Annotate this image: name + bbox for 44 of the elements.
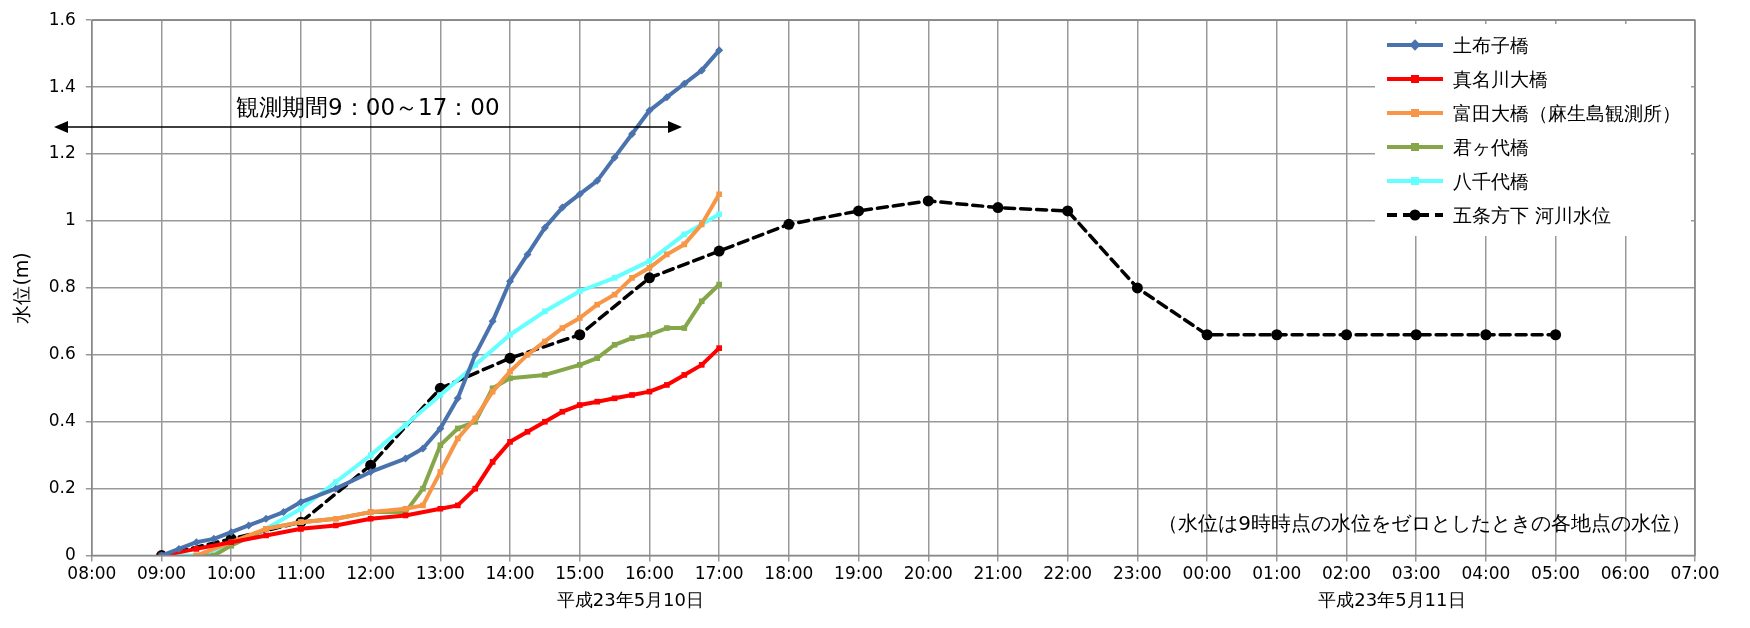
x-tick-label: 23:00	[1112, 563, 1162, 584]
text: 平成23年5月10日	[556, 587, 705, 612]
x-tick-label: 17:00	[694, 563, 744, 584]
y-tick-label: 1	[65, 209, 76, 230]
text: 平成23年5月11日	[1318, 587, 1466, 612]
y-tick-label: 1.2	[48, 142, 76, 163]
x-tick-label: 03:00	[1391, 563, 1441, 584]
x-tick-label: 22:00	[1043, 563, 1093, 584]
y-tick-label: 0	[65, 544, 76, 565]
y-tick-label: 0.6	[48, 343, 76, 364]
x-tick-label: 02:00	[1321, 563, 1371, 584]
x-tick-label: 15:00	[555, 563, 605, 584]
x-tick-label: 12:00	[346, 563, 396, 584]
legend-label: 五条方下 河川水位	[1453, 203, 1612, 229]
x-tick-label: 20:00	[903, 563, 953, 584]
y-tick-label: 1.4	[48, 75, 76, 96]
x-tick-label: 18:00	[764, 563, 814, 584]
x-tick-label: 00:00	[1182, 563, 1232, 584]
y-tick-label: 0.8	[48, 276, 76, 297]
legend-label: 八千代橋	[1453, 169, 1529, 195]
x-tick-label: 06:00	[1600, 563, 1650, 584]
y-axis-title: 水位(m)	[10, 252, 33, 324]
x-tick-label: 09:00	[137, 563, 187, 584]
x-tick-label: 05:00	[1531, 563, 1581, 584]
x-tick-label: 21:00	[973, 563, 1023, 584]
annotation: 観測期間9：00～17：00	[236, 93, 500, 123]
legend-label: 真名川大橋	[1453, 67, 1548, 93]
x-tick-label: 07:00	[1670, 563, 1720, 584]
y-tick-label: 1.6	[48, 8, 76, 29]
x-tick-label: 04:00	[1461, 563, 1511, 584]
y-tick-label: 0.2	[48, 477, 76, 498]
x-tick-label: 13:00	[415, 563, 465, 584]
x-tick-label: 14:00	[485, 563, 535, 584]
x-tick-label: 08:00	[67, 563, 117, 584]
legend-label: 君ヶ代橋	[1453, 135, 1529, 161]
x-tick-label: 11:00	[276, 563, 326, 584]
x-tick-label: 01:00	[1252, 563, 1302, 584]
annotation: （水位は9時時点の水位をゼロとしたときの各地点の水位）	[1158, 509, 1691, 537]
legend-label: 富田大橋（麻生島観測所）	[1453, 101, 1681, 127]
x-tick-label: 10:00	[206, 563, 256, 584]
x-tick-label: 16:00	[624, 563, 674, 584]
x-tick-label: 19:00	[834, 563, 884, 584]
legend-label: 土布子橋	[1453, 33, 1529, 59]
y-tick-label: 0.4	[48, 410, 76, 431]
